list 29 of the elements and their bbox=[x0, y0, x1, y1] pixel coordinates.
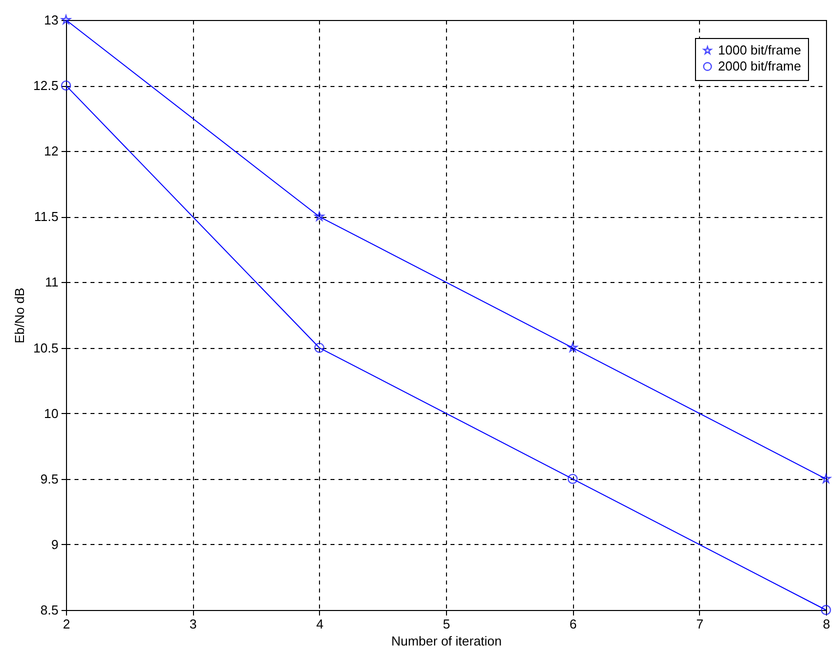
point bbox=[314, 342, 324, 353]
x-tick-label: 5 bbox=[442, 616, 450, 632]
y-tick-label: 11.5 bbox=[34, 209, 58, 224]
y-axis-title: Eb/No dB bbox=[12, 288, 28, 344]
y-tick-label: 13 bbox=[44, 12, 58, 28]
x-tick-label: 6 bbox=[570, 616, 577, 632]
y-tick-label: 11 bbox=[45, 274, 58, 290]
x-tick-label: 2 bbox=[62, 616, 70, 632]
x-axis-title: Number of iteration bbox=[391, 634, 502, 648]
point bbox=[821, 474, 831, 484]
x-tick-label: 3 bbox=[190, 616, 197, 632]
y-tick-label: 10.5 bbox=[33, 340, 58, 356]
point bbox=[820, 604, 832, 616]
x-tick-label: 7 bbox=[696, 616, 704, 632]
legend-label: 2000 bit/frame bbox=[718, 58, 802, 74]
y-tick-label: 8.5 bbox=[40, 602, 58, 618]
point bbox=[60, 80, 72, 91]
y-tick-label: 9 bbox=[51, 536, 58, 552]
y-tick-label: 12 bbox=[44, 144, 58, 159]
y-tick-label: 10 bbox=[44, 406, 58, 421]
point bbox=[61, 14, 71, 24]
x-tick-label: 4 bbox=[316, 616, 324, 632]
y-tick-label: 12.5 bbox=[33, 78, 58, 94]
point bbox=[314, 212, 324, 221]
x-tick-label: 8 bbox=[822, 616, 830, 632]
legend-label: 1000 bit/frame bbox=[718, 42, 802, 58]
point bbox=[568, 342, 578, 352]
y-tick-label: 9.5 bbox=[40, 471, 58, 486]
point bbox=[568, 474, 578, 484]
